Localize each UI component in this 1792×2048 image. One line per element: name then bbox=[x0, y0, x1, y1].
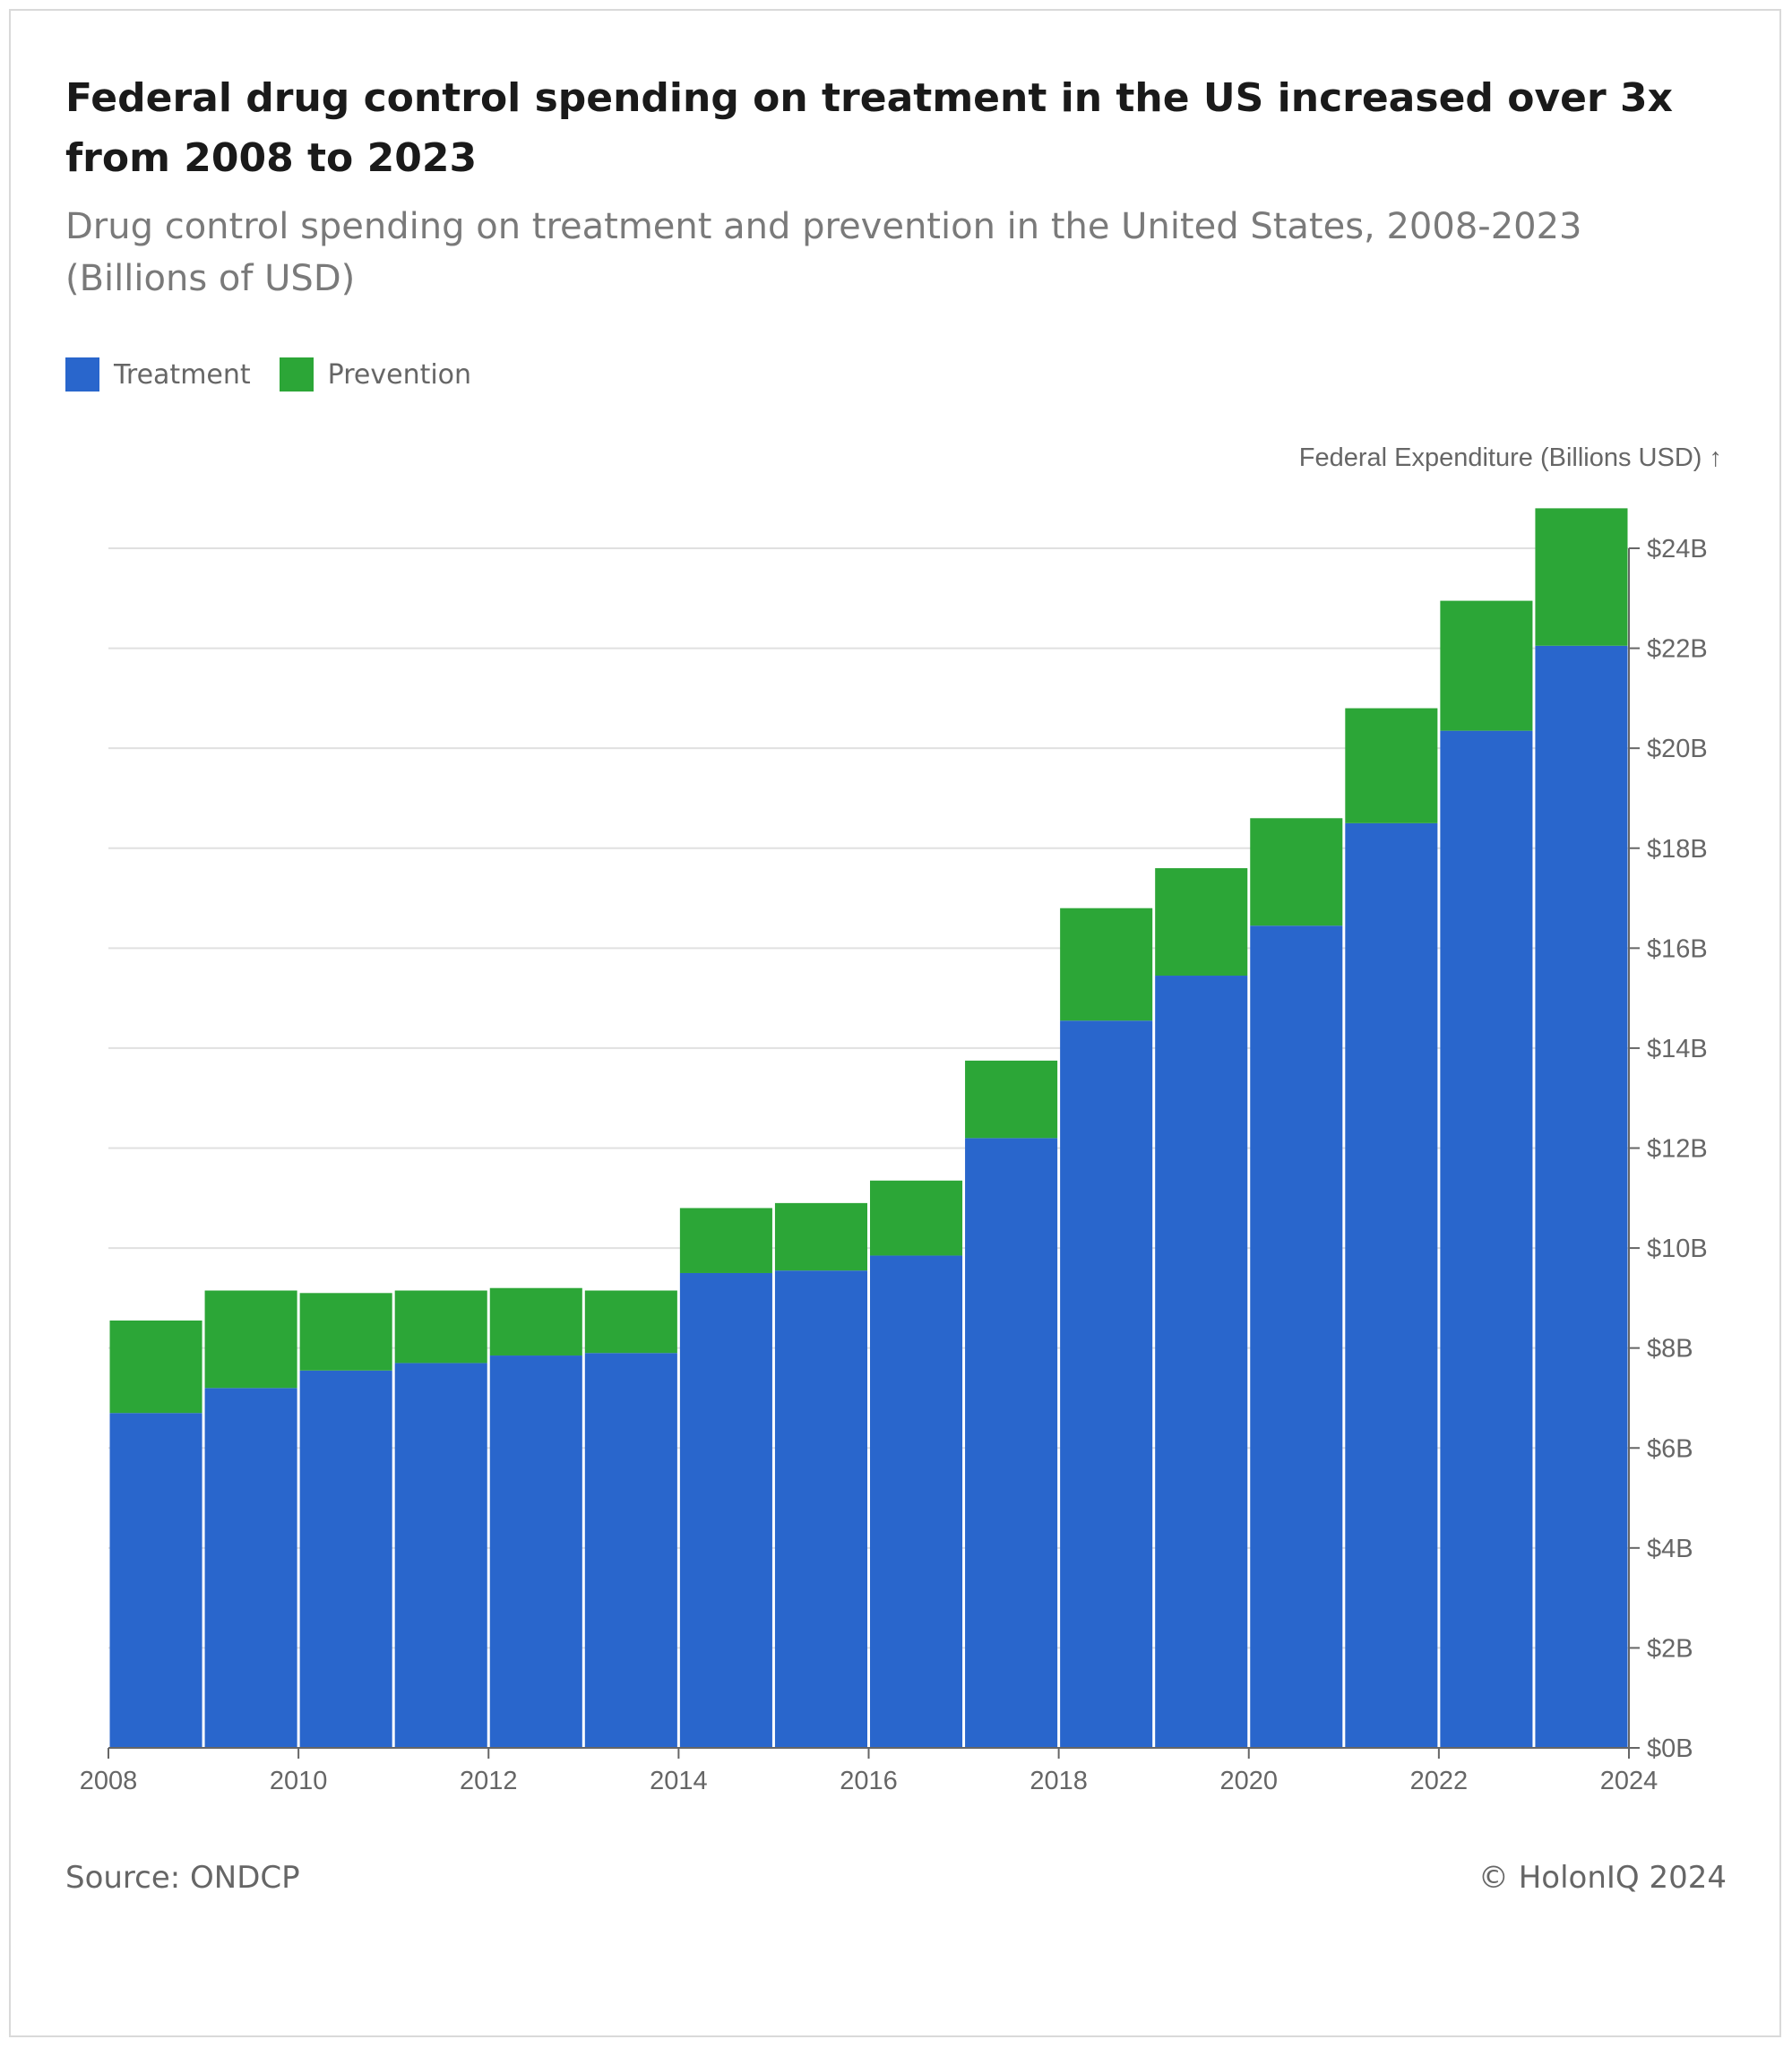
bar-prevention-2021 bbox=[1345, 708, 1438, 823]
bar-treatment-2015 bbox=[774, 1270, 867, 1748]
x-tick-label: 2012 bbox=[460, 1767, 518, 1795]
legend-swatch-prevention bbox=[279, 357, 314, 392]
legend-label-prevention: Prevention bbox=[327, 358, 472, 391]
y-tick-label: $2B bbox=[1647, 1634, 1693, 1663]
x-tick-label: 2020 bbox=[1219, 1767, 1278, 1795]
bar-prevention-2016 bbox=[870, 1180, 963, 1256]
bar-prevention-2012 bbox=[489, 1287, 582, 1356]
bar-prevention-2009 bbox=[204, 1290, 297, 1389]
x-tick-label: 2016 bbox=[840, 1767, 898, 1795]
y-tick-label: $10B bbox=[1647, 1235, 1708, 1263]
bar-prevention-2019 bbox=[1155, 868, 1248, 977]
bar-treatment-2009 bbox=[204, 1388, 297, 1748]
y-tick-label: $4B bbox=[1647, 1535, 1693, 1563]
legend: Treatment Prevention bbox=[65, 357, 500, 392]
copyright-note: © HolonIQ 2024 bbox=[1478, 1860, 1727, 1896]
x-tick-label: 2022 bbox=[1410, 1767, 1469, 1795]
y-tick-label: $20B bbox=[1647, 735, 1708, 763]
source-note: Source: ONDCP bbox=[65, 1860, 300, 1896]
bar-treatment-2023 bbox=[1535, 645, 1628, 1749]
x-tick-label: 2018 bbox=[1030, 1767, 1088, 1795]
legend-item-prevention[interactable]: Prevention bbox=[279, 357, 472, 392]
legend-swatch-treatment bbox=[65, 357, 99, 392]
bar-prevention-2023 bbox=[1535, 508, 1628, 646]
x-tick-label: 2008 bbox=[80, 1767, 138, 1795]
bar-prevention-2008 bbox=[109, 1320, 202, 1414]
bar-treatment-2020 bbox=[1250, 925, 1343, 1748]
bar-treatment-2021 bbox=[1345, 822, 1438, 1748]
y-tick-label: $18B bbox=[1647, 835, 1708, 864]
y-tick-label: $22B bbox=[1647, 635, 1708, 664]
bar-prevention-2011 bbox=[394, 1290, 487, 1364]
legend-label-treatment: Treatment bbox=[114, 358, 251, 391]
bar-prevention-2013 bbox=[584, 1290, 677, 1354]
bar-treatment-2017 bbox=[965, 1138, 1058, 1748]
bar-treatment-2018 bbox=[1060, 1020, 1153, 1748]
bar-treatment-2013 bbox=[584, 1353, 677, 1748]
legend-item-treatment[interactable]: Treatment bbox=[65, 357, 251, 392]
bar-treatment-2011 bbox=[394, 1363, 487, 1748]
bar-prevention-2014 bbox=[679, 1208, 772, 1273]
y-axis-title: Federal Expenditure (Billions USD) ↑ bbox=[1299, 443, 1722, 472]
bar-prevention-2022 bbox=[1440, 600, 1533, 731]
bar-treatment-2019 bbox=[1155, 976, 1248, 1748]
y-tick-label: $24B bbox=[1647, 535, 1708, 564]
bar-treatment-2016 bbox=[870, 1255, 963, 1748]
y-tick-label: $14B bbox=[1647, 1035, 1708, 1063]
chart-subtitle: Drug control spending on treatment and p… bbox=[65, 206, 1582, 299]
bar-treatment-2010 bbox=[299, 1370, 392, 1748]
y-tick-label: $12B bbox=[1647, 1135, 1708, 1164]
y-tick-label: $8B bbox=[1647, 1335, 1693, 1364]
bar-treatment-2022 bbox=[1440, 730, 1533, 1748]
y-tick-label: $16B bbox=[1647, 934, 1708, 963]
x-tick-label: 2024 bbox=[1600, 1767, 1658, 1795]
bar-treatment-2012 bbox=[489, 1355, 582, 1748]
bar-treatment-2014 bbox=[679, 1272, 772, 1748]
bar-prevention-2010 bbox=[299, 1293, 392, 1371]
bar-treatment-2008 bbox=[109, 1413, 202, 1748]
x-tick-label: 2010 bbox=[270, 1767, 328, 1795]
chart-title: Federal drug control spending on treatme… bbox=[65, 75, 1673, 181]
bar-prevention-2020 bbox=[1250, 818, 1343, 926]
y-tick-label: $0B bbox=[1647, 1734, 1693, 1763]
bar-prevention-2015 bbox=[774, 1202, 867, 1271]
bar-prevention-2018 bbox=[1060, 908, 1153, 1021]
y-tick-label: $6B bbox=[1647, 1434, 1693, 1463]
bar-prevention-2017 bbox=[965, 1060, 1058, 1139]
x-tick-label: 2014 bbox=[650, 1767, 708, 1795]
